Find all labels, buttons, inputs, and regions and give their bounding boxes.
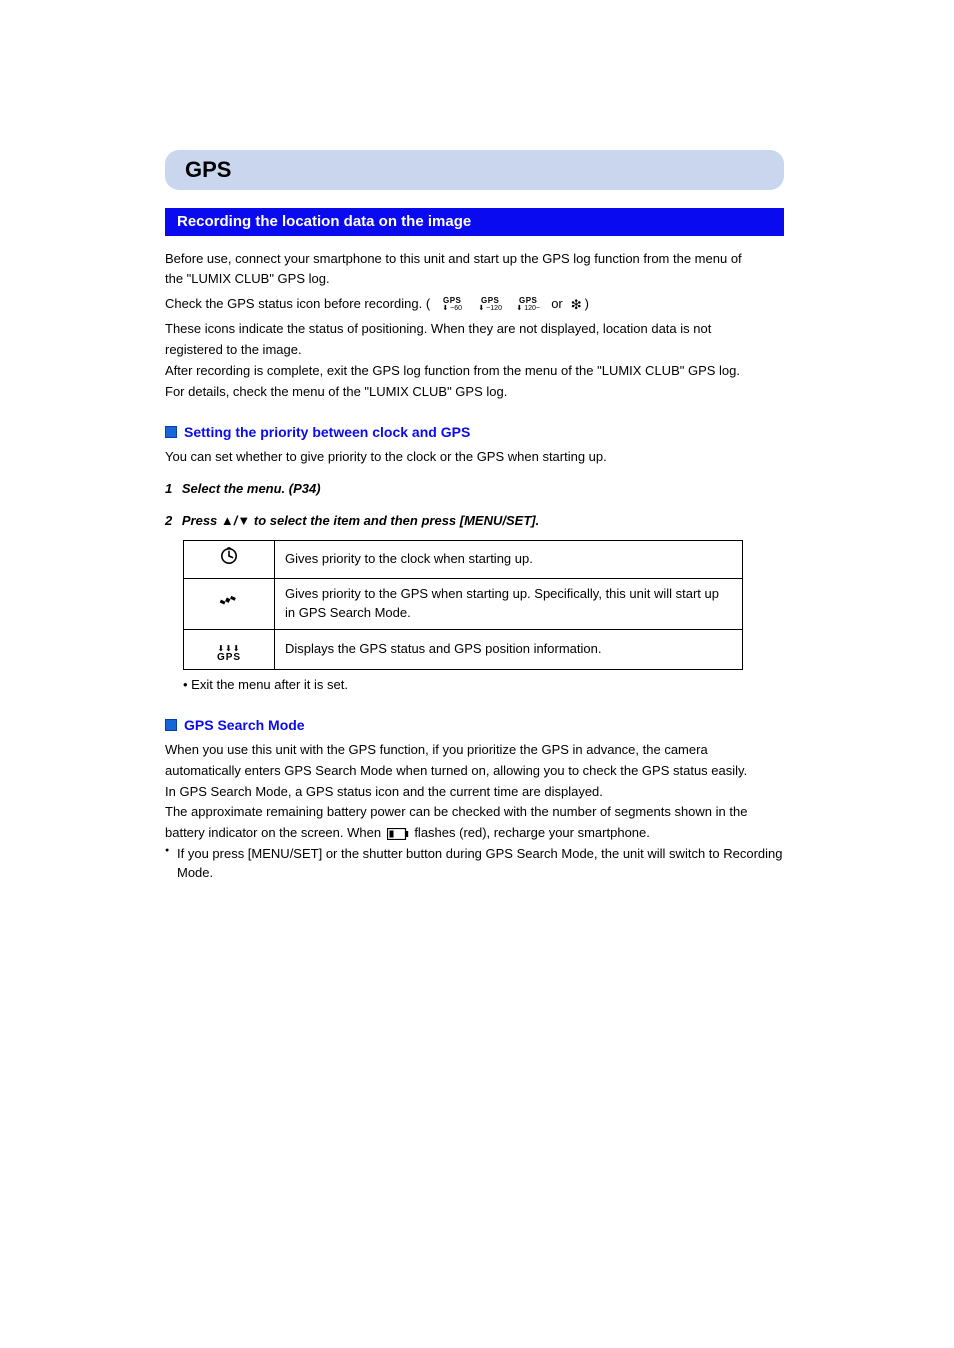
table-row: Gives priority to the clock when startin… xyxy=(184,541,743,579)
step-number-2: 2 xyxy=(165,513,172,528)
gps-status-row: Check the GPS status icon before recordi… xyxy=(165,295,784,314)
section-heading-bar: GPS xyxy=(165,150,784,190)
priority-title: Setting the priority between clock and G… xyxy=(184,422,470,442)
searchmode-p1: When you use this unit with the GPS func… xyxy=(165,741,784,760)
intro-line1: Before use, connect your smartphone to t… xyxy=(165,250,784,269)
clock-icon xyxy=(220,552,238,569)
step2-pre: Press xyxy=(182,513,221,528)
priority-options-table: Gives priority to the clock when startin… xyxy=(183,540,743,669)
intro-line4: These icons indicate the status of posit… xyxy=(165,320,784,339)
step1-text: Select the menu. (P34) xyxy=(182,481,321,496)
clock-option-text: Gives priority to the clock when startin… xyxy=(275,541,743,579)
priority-step1: 1 Select the menu. (P34) xyxy=(165,480,784,499)
searchmode-p3: In GPS Search Mode, a GPS status icon an… xyxy=(165,783,784,802)
gps-info-icon: ⬇⬇⬇ GPS xyxy=(217,645,241,663)
intro-line6: After recording is complete, exit the GP… xyxy=(165,362,784,381)
priority-after: • Exit the menu after it is set. xyxy=(183,676,784,695)
gps-info-option-text: Displays the GPS status and GPS position… xyxy=(275,629,743,669)
gps-or-text: or xyxy=(551,295,563,314)
bullet-square-icon xyxy=(165,426,177,438)
searchmode-p5-pre: battery indicator on the screen. When xyxy=(165,825,385,840)
gps-icon-120: GPS ⬇ ~120 xyxy=(475,297,505,312)
intro-line7: For details, check the menu of the "LUMI… xyxy=(165,383,784,402)
up-down-arrows-icon: ▲/▼ xyxy=(221,513,250,528)
priority-line1: You can set whether to give priority to … xyxy=(165,448,784,467)
table-row: Gives priority to the GPS when starting … xyxy=(184,579,743,630)
bullet-square-icon xyxy=(165,719,177,731)
priority-step2: 2 Press ▲/▼ to select the item and then … xyxy=(165,512,784,531)
searchmode-p5-post: flashes (red), recharge your smartphone. xyxy=(414,825,650,840)
section-heading: GPS xyxy=(185,157,231,182)
gps-icon-120plus: GPS ⬇ 120~ xyxy=(513,297,543,312)
gps-status-label: Check the GPS status icon before recordi… xyxy=(165,295,430,314)
subsection-heading: Recording the location data on the image xyxy=(177,213,471,230)
clock-icon-cell xyxy=(184,541,275,579)
gps-searching-icon: ❇ xyxy=(571,298,582,311)
satellite-icon xyxy=(215,588,243,620)
gps-status-icons: GPS ⬇ ~60 GPS ⬇ ~120 GPS ⬇ 120~ or ❇ xyxy=(437,295,581,314)
gps-icon-60: GPS ⬇ ~60 xyxy=(437,297,467,312)
subsection-heading-bar: Recording the location data on the image xyxy=(165,208,784,236)
searchmode-p2: automatically enters GPS Search Mode whe… xyxy=(165,762,784,781)
satellite-option-text: Gives priority to the GPS when starting … xyxy=(275,579,743,630)
table-row: ⬇⬇⬇ GPS Displays the GPS status and GPS … xyxy=(184,629,743,669)
intro-line5: registered to the image. xyxy=(165,341,784,360)
searchmode-title: GPS Search Mode xyxy=(184,715,305,735)
priority-subheading: Setting the priority between clock and G… xyxy=(165,422,784,442)
intro-line2: the "LUMIX CLUB" GPS log. xyxy=(165,270,784,289)
searchmode-subheading: GPS Search Mode xyxy=(165,715,784,735)
battery-icon xyxy=(387,828,409,840)
satellite-icon-cell xyxy=(184,579,275,630)
searchmode-p4: The approximate remaining battery power … xyxy=(165,803,784,822)
step2-post: to select the item and then press [MENU/… xyxy=(250,513,539,528)
step-number-1: 1 xyxy=(165,481,172,496)
gps-info-icon-cell: ⬇⬇⬇ GPS xyxy=(184,629,275,669)
searchmode-bullet: If you press [MENU/SET] or the shutter b… xyxy=(165,845,784,883)
searchmode-p5: battery indicator on the screen. When fl… xyxy=(165,824,784,843)
gps-status-suffix: ) xyxy=(585,295,589,314)
